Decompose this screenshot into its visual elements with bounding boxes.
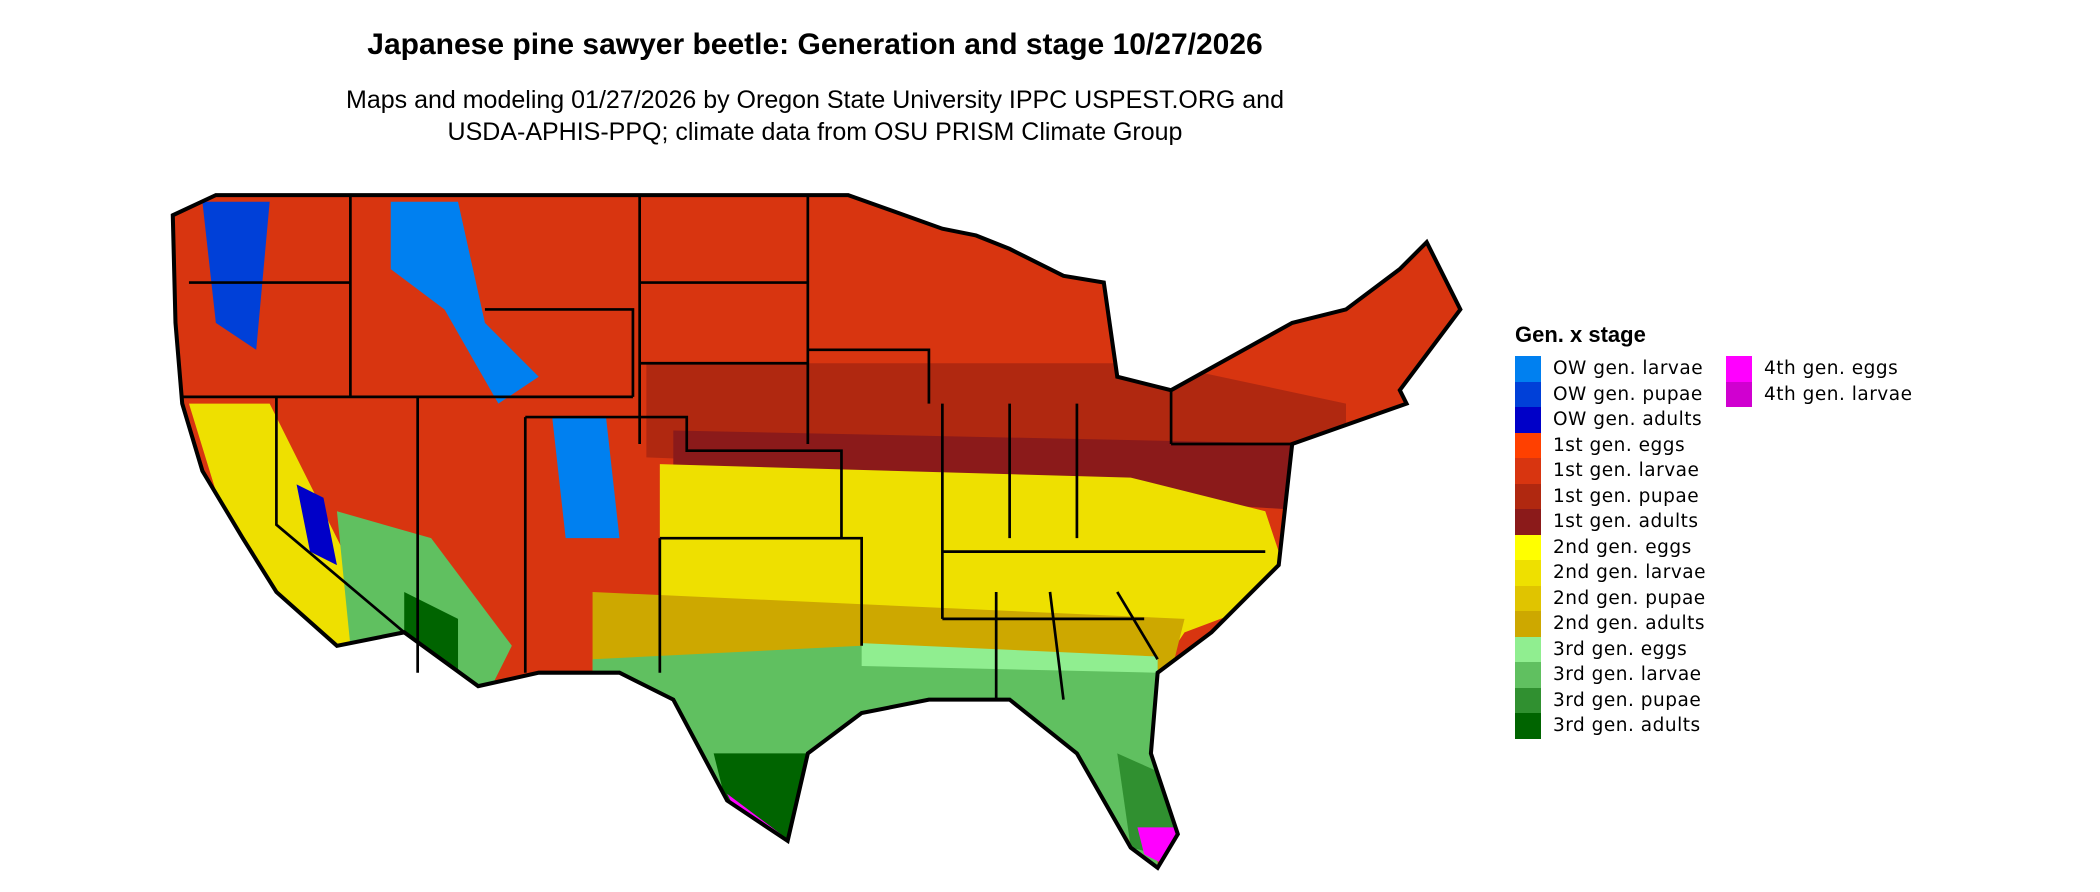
legend-label: 2nd gen. larvae — [1553, 562, 1706, 584]
state-borders — [182, 195, 1293, 700]
legend-swatch — [1725, 381, 1752, 407]
legend-label: 1st gen. larvae — [1553, 460, 1700, 482]
legend-label: 2nd gen. adults — [1553, 613, 1706, 635]
legend-label: 3rd gen. eggs — [1553, 638, 1688, 660]
legend-item: 2nd gen. adults — [1515, 611, 1706, 637]
legend-swatch — [1515, 636, 1541, 662]
legend-label: 2nd gen. pupae — [1553, 587, 1706, 609]
legend-label: OW gen. pupae — [1553, 383, 1703, 405]
legend-column-2: 4th gen. eggs 4th gen. larvae — [1725, 356, 1913, 739]
legend-label: OW gen. adults — [1553, 409, 1703, 431]
legend-label: 1st gen. pupae — [1553, 485, 1700, 507]
legend-swatch — [1515, 432, 1541, 458]
legend-swatch — [1515, 381, 1541, 407]
legend-item: 4th gen. eggs — [1725, 356, 1913, 382]
legend-label: 3rd gen. pupae — [1553, 689, 1702, 711]
legend-swatch — [1515, 687, 1541, 713]
legend-item: 2nd gen. larvae — [1515, 560, 1706, 586]
legend-item: 1st gen. eggs — [1515, 432, 1706, 458]
legend-label: 1st gen. eggs — [1553, 434, 1686, 456]
legend-title: Gen. x stage — [1515, 322, 1646, 347]
region-ow-sierra — [296, 484, 337, 566]
legend-swatch — [1515, 483, 1541, 509]
region-tx-3rd-gen-adults — [713, 753, 808, 848]
legend-swatch — [1515, 611, 1541, 637]
legend-column-1: OW gen. larvae OW gen. pupae OW gen. adult… — [1515, 356, 1706, 739]
region-3rd-gen-larvae — [592, 645, 1158, 868]
legend-item: 1st gen. pupae — [1515, 483, 1706, 509]
legend-label: 4th gen. larvae — [1763, 383, 1913, 405]
legend-item: 3rd gen. pupae — [1515, 687, 1706, 713]
legend-item: 3rd gen. adults — [1515, 713, 1706, 739]
legend-item: 2nd gen. eggs — [1515, 534, 1706, 560]
legend-item: OW gen. larvae — [1515, 356, 1706, 382]
legend-swatch — [1515, 662, 1541, 688]
legend-swatch — [1515, 534, 1541, 560]
legend-swatch — [1515, 560, 1541, 586]
legend-label: 1st gen. adults — [1553, 511, 1699, 533]
region-ow-cascades — [202, 201, 270, 350]
legend-swatch — [1515, 458, 1541, 484]
legend-item: 1st gen. larvae — [1515, 458, 1706, 484]
legend-swatch — [1725, 356, 1752, 382]
legend-label: 2nd gen. eggs — [1553, 536, 1692, 558]
legend-swatch — [1515, 407, 1541, 433]
legend-item: 1st gen. adults — [1515, 509, 1706, 535]
legend-item: OW gen. pupae — [1515, 381, 1706, 407]
legend-label: 3rd gen. adults — [1553, 715, 1701, 737]
legend-item: 4th gen. larvae — [1725, 381, 1913, 407]
region-3rd-gen-eggs — [861, 643, 1158, 673]
legend-label: OW gen. larvae — [1553, 358, 1704, 380]
legend-item: OW gen. adults — [1515, 407, 1706, 433]
legend-label: 4th gen. eggs — [1763, 358, 1899, 380]
map-title: Japanese pine sawyer beetle: Generation … — [367, 28, 1263, 61]
legend-swatch — [1515, 356, 1541, 382]
legend-label: 3rd gen. larvae — [1553, 664, 1702, 686]
legend-swatch — [1515, 509, 1541, 535]
map-subtitle-line1: Maps and modeling 01/27/2026 by Oregon S… — [346, 86, 1284, 114]
legend-item: 2nd gen. pupae — [1515, 585, 1706, 611]
legend-item: 3rd gen. larvae — [1515, 662, 1706, 688]
legend: Gen. x stage OW gen. larvae OW gen. pupae… — [1515, 322, 1912, 739]
legend-swatch — [1515, 713, 1541, 739]
region-ow-colorado — [552, 417, 620, 539]
map-subtitle-line2: USDA-APHIS-PPQ; climate data from OSU PR… — [447, 118, 1183, 146]
region-ow-rockies-north — [390, 201, 539, 404]
legend-swatch — [1515, 585, 1541, 611]
legend-item: 3rd gen. eggs — [1515, 636, 1706, 662]
